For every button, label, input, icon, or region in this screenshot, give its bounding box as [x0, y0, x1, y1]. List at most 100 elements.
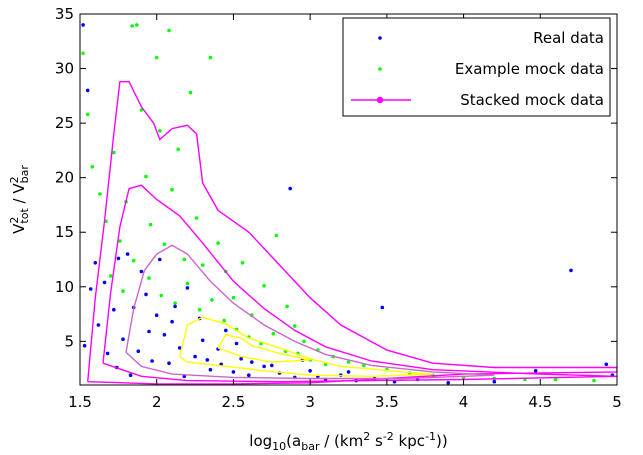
x-tick-label: 5	[612, 393, 622, 411]
real-data-point	[569, 268, 573, 273]
real-data-point	[81, 23, 85, 27]
real-data-point	[380, 305, 385, 310]
real-data-point	[308, 369, 312, 373]
real-data-point	[250, 360, 254, 364]
x-tick-label: 4.5	[528, 393, 552, 411]
real-data-point	[234, 341, 239, 346]
real-data-point	[224, 328, 228, 333]
mock-data-point	[147, 276, 151, 280]
legend-label: Stacked mock data	[460, 91, 604, 109]
real-data-point	[270, 363, 274, 368]
real-data-point	[247, 373, 251, 378]
legend-dot-marker	[376, 96, 384, 104]
mock-data-point	[592, 378, 596, 383]
mock-data-point	[108, 274, 113, 278]
contour-core	[179, 316, 433, 378]
mock-data-point	[285, 304, 289, 309]
mock-data-point	[200, 263, 205, 267]
mock-data-point	[197, 307, 202, 312]
x-tick-label: 2	[152, 393, 162, 411]
mock-data-point	[135, 23, 139, 27]
real-data-point	[96, 323, 101, 327]
real-data-point	[125, 252, 130, 256]
real-data-point	[154, 313, 159, 318]
mock-data-point	[159, 293, 164, 298]
legend-label: Real data	[533, 29, 604, 47]
real-data-point	[446, 381, 451, 385]
mock-data-point	[182, 257, 187, 262]
mock-data-point	[144, 174, 148, 179]
mock-data-point	[121, 289, 125, 294]
real-data-point	[136, 349, 141, 354]
mock-data-point	[262, 283, 266, 288]
mock-data-point	[293, 324, 297, 328]
real-data-point	[144, 292, 148, 297]
x-tick-label: 3	[305, 393, 315, 411]
real-data-point	[167, 361, 171, 366]
real-data-point	[173, 304, 177, 309]
real-data-point	[200, 338, 205, 343]
mock-data-point	[553, 377, 558, 382]
plot-frame	[79, 13, 618, 386]
mock-data-point	[154, 55, 159, 60]
x-tick-label: 2.5	[221, 393, 245, 411]
real-data-point	[288, 186, 293, 191]
y-axis-title: V2tot / V2bar	[8, 165, 31, 234]
real-data-point	[346, 370, 351, 374]
y-tick-label: 15	[55, 223, 74, 241]
real-data-point	[205, 358, 210, 362]
real-data-point	[112, 307, 116, 312]
real-data-point	[162, 333, 167, 337]
mock-data-point	[130, 24, 134, 28]
mock-data-point	[118, 239, 122, 243]
mock-data-point	[167, 28, 171, 33]
mock-data-point	[271, 331, 276, 336]
y-tick-label: 35	[55, 5, 74, 23]
real-data-point	[121, 337, 125, 342]
real-data-point	[170, 319, 174, 324]
contour-outer	[87, 81, 617, 385]
contour-inner	[125, 244, 495, 380]
mock-data-point	[148, 222, 153, 227]
mock-data-point	[131, 258, 136, 263]
real-data-point	[239, 357, 243, 361]
mock-data-point	[90, 165, 95, 169]
y-tick-label: 25	[55, 114, 74, 132]
real-data-point	[82, 343, 87, 348]
real-data-point	[128, 373, 133, 378]
mock-data-point	[346, 360, 351, 364]
real-data-point	[193, 354, 197, 359]
mock-data-point	[210, 298, 214, 302]
legend-label: Example mock data	[455, 60, 604, 78]
mock-data-point	[158, 129, 162, 133]
y-tick-label: 10	[55, 278, 74, 296]
real-data-point	[105, 351, 110, 356]
real-data-point	[604, 362, 609, 367]
mock-data-point	[112, 150, 116, 155]
mock-data-point	[222, 318, 226, 323]
y-tick-label: 30	[55, 60, 74, 78]
mock-data-point	[188, 90, 193, 95]
real-data-point	[139, 269, 144, 274]
mock-data-point	[173, 301, 177, 306]
legend: Real data Example mock data Stacked mock d…	[342, 17, 611, 117]
y-tick-label: 20	[55, 169, 74, 187]
axes: 1.5 2 2.5 3 3.5 4 4.5 5 5 10 15 20 25 30 35 log10(abar …	[8, 5, 622, 453]
mock-data-point	[231, 295, 236, 300]
x-tick-label: 3.5	[375, 393, 399, 411]
real-data-point	[85, 88, 90, 93]
mock-data-point	[170, 187, 174, 192]
contour-middle	[102, 184, 617, 383]
mock-data-point	[185, 281, 190, 286]
x-axis-title: log10(abar / (km2 s-2 kpc-1))	[249, 430, 447, 453]
mock-data-point	[162, 242, 167, 246]
mock-data-point	[194, 216, 199, 220]
mock-data-point	[240, 261, 245, 265]
stacked-mock-contours	[87, 81, 617, 385]
y-tick-label: 5	[64, 332, 74, 350]
legend-dot-marker	[378, 36, 382, 40]
real-data-point	[492, 379, 497, 384]
real-data-point	[158, 257, 162, 262]
real-data-point	[150, 359, 154, 363]
